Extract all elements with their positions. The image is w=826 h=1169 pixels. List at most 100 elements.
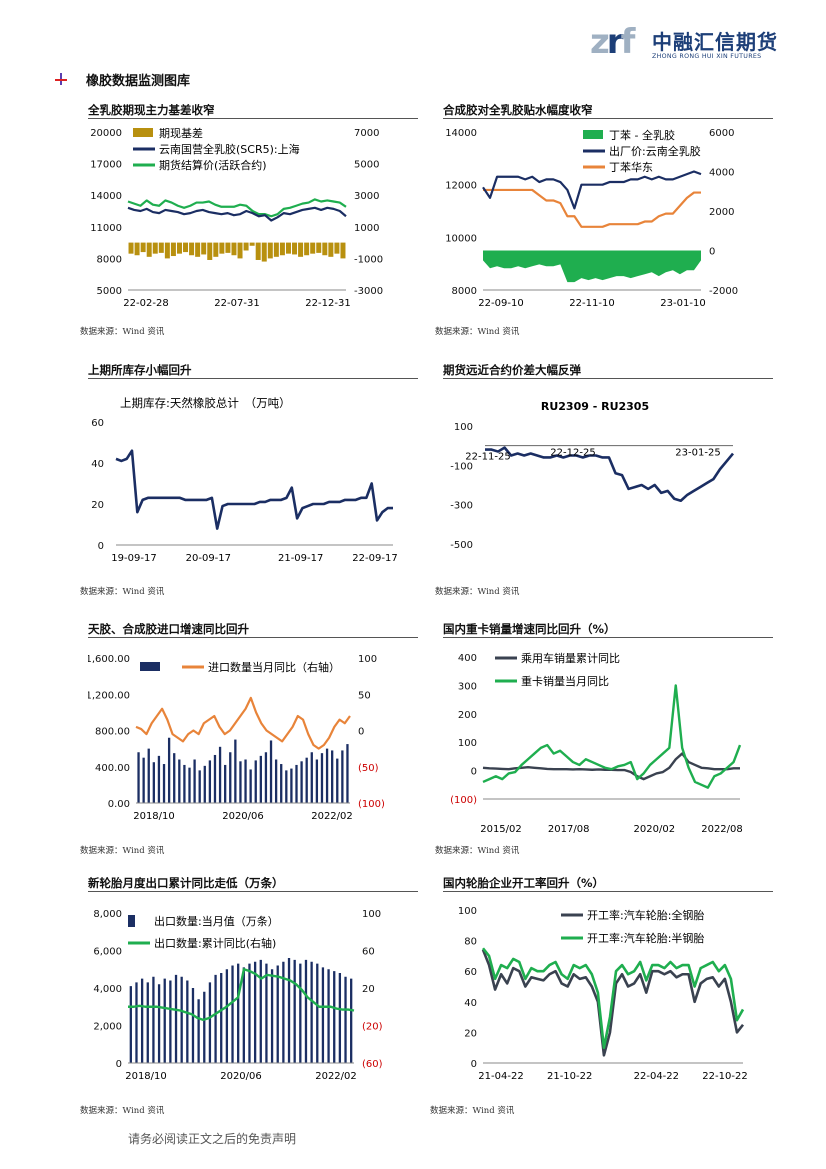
- line-heavy-truck-yoy: [482, 684, 742, 789]
- bar-basis: [231, 242, 237, 256]
- x-tick-label: 2020/02: [634, 824, 676, 835]
- y-tick-label: 80: [464, 937, 477, 948]
- legend-label: 出口数量:当月值（万条）: [154, 914, 279, 928]
- bar-export-volume: [163, 978, 166, 1063]
- y-tick-label: 8000: [97, 254, 122, 265]
- bar-export-volume: [231, 965, 234, 1063]
- line-yunnan-ex-factory: [482, 170, 702, 210]
- x-tick-label: 22-09-10: [478, 298, 523, 309]
- chart-panel-imports: 天胶、合成胶进口增速同比回升 1,600.00 1,200.00 800.00 400…: [88, 621, 418, 861]
- bar-import-volume: [325, 748, 329, 803]
- bar-import-volume: [280, 764, 283, 803]
- line-semi-steel-rate: [481, 947, 745, 1049]
- legend-swatch: [133, 128, 153, 137]
- bar-export-volume: [338, 973, 342, 1063]
- y-tick-label: 12000: [445, 181, 477, 192]
- y-tick-label: 11000: [90, 223, 122, 234]
- y-tick-label: 2,000: [93, 1022, 122, 1033]
- bar-basis: [152, 242, 158, 254]
- legend-swatch: [128, 915, 135, 927]
- bar-import-volume: [198, 770, 201, 803]
- x-tick-label: 22-10-22: [702, 1071, 747, 1082]
- bar-export-volume: [197, 999, 200, 1063]
- bar-export-volume: [169, 980, 172, 1063]
- bar-import-volume: [331, 750, 334, 803]
- chart-inner-title: RU2309 - RU2305: [541, 400, 649, 413]
- title-rule: [88, 891, 418, 892]
- bar-import-volume: [346, 744, 349, 803]
- bar-basis: [298, 242, 304, 257]
- y-tick-label: 17000: [90, 160, 122, 171]
- y-tick-label: 10000: [445, 233, 477, 244]
- y-tick-label: 40: [464, 998, 477, 1009]
- bar-basis: [140, 242, 146, 253]
- bar-basis: [334, 242, 340, 254]
- bar-basis: [310, 242, 316, 254]
- y-tick-label: 4,000: [93, 984, 122, 995]
- bar-import-volume: [300, 761, 303, 803]
- bar-import-volume: [295, 764, 298, 803]
- chart-panel-tire-operating-rate: 国内轮胎企业开工率回升（%） 100 80 60 40 20 0 21-04-22 21-10…: [443, 875, 773, 1115]
- chart-title: 上期所库存小幅回升: [88, 363, 192, 377]
- x-tick-label: 2022/02: [311, 811, 353, 822]
- y2-tick-label: (50): [358, 763, 379, 774]
- bar-basis: [201, 242, 207, 255]
- bar-export-volume: [180, 976, 183, 1063]
- title-rule: [443, 637, 773, 638]
- chart-truck-sales: 400 300 200 100 0 (100) 2015/02 2017/08 2020/02 2…: [450, 651, 743, 835]
- bar-export-volume: [220, 973, 223, 1063]
- bar-basis: [183, 242, 189, 253]
- bar-basis: [237, 242, 243, 259]
- bar-export-volume: [316, 963, 319, 1063]
- bar-import-volume: [229, 752, 232, 803]
- bar-export-volume: [282, 961, 285, 1063]
- source-note: 数据来源：Wind 资讯: [435, 846, 520, 856]
- y-tick-label: 8000: [452, 286, 477, 297]
- bar-import-volume: [224, 764, 227, 803]
- bar-export-volume: [157, 984, 161, 1063]
- y2-tick-label: 5000: [354, 160, 379, 171]
- bar-export-volume: [253, 961, 257, 1063]
- bar-basis: [146, 242, 152, 257]
- x-tick-label: 22-12-25: [550, 448, 595, 459]
- y-tick-label: 60: [464, 967, 477, 978]
- source-note: 数据来源：Wind 资讯: [80, 846, 165, 856]
- bar-export-volume: [287, 958, 291, 1063]
- legend-label: 重卡销量当月同比: [521, 674, 609, 688]
- bar-basis: [243, 242, 249, 251]
- title-rule: [88, 118, 418, 119]
- bar-basis: [128, 242, 134, 254]
- y2-tick-label: (100): [358, 799, 385, 810]
- bar-export-volume: [333, 971, 336, 1063]
- bar-import-volume: [315, 759, 319, 803]
- x-tick-label: 2020/06: [220, 1071, 262, 1082]
- bar-import-volume: [341, 750, 344, 803]
- chart-title: 合成胶对全乳胶贴水幅度收窄: [443, 103, 593, 117]
- x-tick-label: 2018/10: [125, 1071, 167, 1082]
- y-tick-label: 20000: [90, 128, 122, 139]
- y2-tick-label: 0: [358, 727, 364, 738]
- bar-basis: [322, 242, 328, 256]
- bar-import-volume: [290, 768, 293, 803]
- bar-export-volume: [242, 967, 245, 1063]
- bar-import-volume: [157, 755, 161, 803]
- source-note: 数据来源：Wind 资讯: [430, 1106, 515, 1116]
- y-tick-label: 400.00: [95, 763, 130, 774]
- x-tick-label: 23-01-25: [675, 448, 720, 459]
- bar-import-volume: [213, 754, 217, 803]
- line-import-yoy: [135, 696, 351, 750]
- title-rule: [88, 378, 418, 379]
- legend-label: 开工率:汽车轮胎:半钢胎: [587, 931, 704, 945]
- bar-basis: [207, 242, 213, 260]
- bar-export-volume: [350, 978, 353, 1063]
- y-tick-label: 20: [464, 1028, 477, 1039]
- y-tick-label: (100): [450, 795, 477, 806]
- y-tick-label: -500: [450, 540, 473, 551]
- legend-label: 出口数量:累计同比(右轴): [154, 936, 276, 950]
- y-tick-label: 0: [116, 1059, 122, 1070]
- source-note: 数据来源：Wind 资讯: [435, 587, 520, 597]
- y2-tick-label: 100: [362, 909, 381, 920]
- legend-label: 期现基差: [159, 126, 203, 140]
- line-all-steel-rate: [481, 949, 745, 1057]
- bar-import-volume: [152, 762, 155, 803]
